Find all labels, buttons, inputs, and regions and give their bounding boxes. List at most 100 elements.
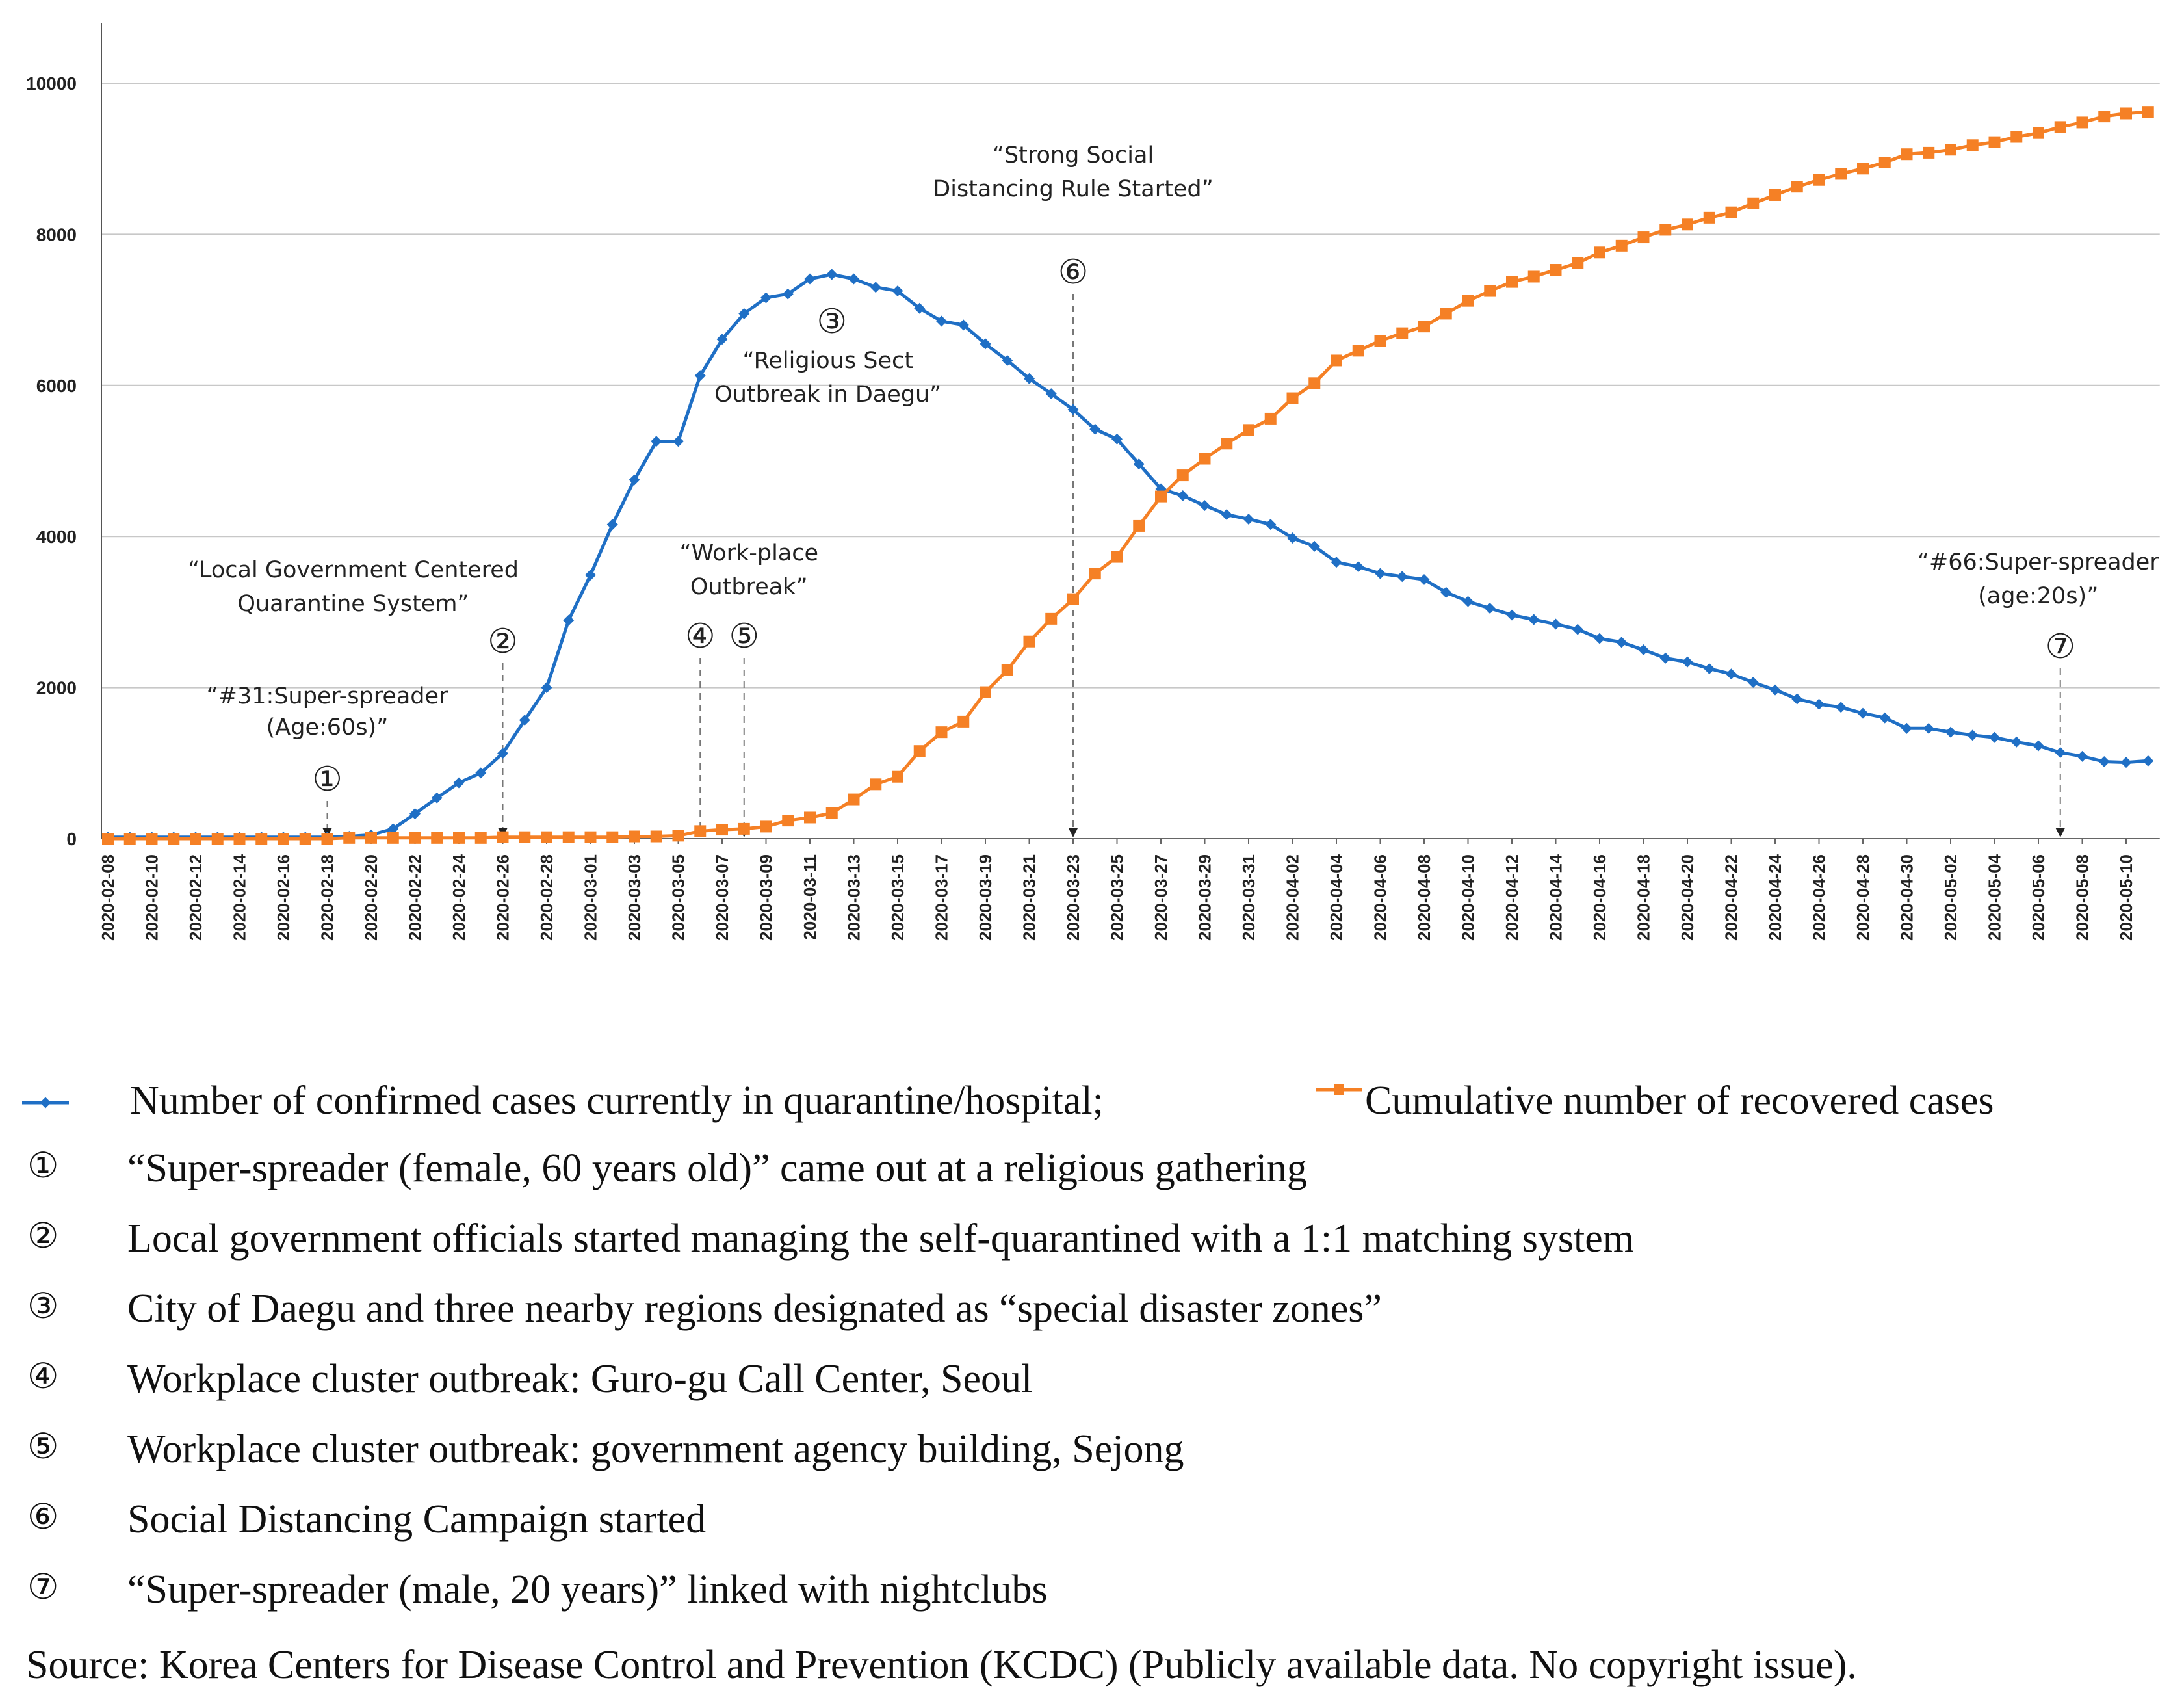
series-1-point <box>606 519 618 531</box>
series-2-point <box>2076 116 2088 129</box>
series-1-point <box>1704 663 1715 675</box>
series-1-point <box>1375 568 1386 579</box>
series-1-point <box>1682 656 1693 668</box>
x-tick-label: 2020-05-02 <box>1941 854 1960 941</box>
series-2-point <box>1923 146 1935 159</box>
series-2-point <box>1725 206 1737 218</box>
x-tick-label: 2020-04-16 <box>1590 854 1609 941</box>
series-2-point <box>1221 438 1233 450</box>
y-tick-label: 4000 <box>36 527 77 547</box>
series-1-point <box>716 334 728 345</box>
series-2-point <box>716 824 728 836</box>
series-2-point <box>1111 551 1123 563</box>
series-2-point <box>102 833 114 845</box>
series-1-point <box>2120 757 2132 768</box>
series-1-point <box>1177 490 1189 501</box>
series-1-point <box>1484 603 1496 614</box>
series-1-point <box>629 474 640 486</box>
legend-item-marker: ① <box>27 1145 59 1186</box>
series-1-point <box>673 436 684 447</box>
series-2-label: Cumulative number of recovered cases <box>1365 1079 1994 1123</box>
series-1-line <box>108 272 2148 839</box>
x-tick-label: 2020-03-09 <box>757 854 776 941</box>
x-tick-label: 2020-03-13 <box>844 854 864 941</box>
x-tick-label: 2020-04-22 <box>1722 854 1741 941</box>
series-1-point <box>980 338 991 350</box>
series-2-point <box>848 793 860 806</box>
legend-item: ④ Workplace cluster outbreak: Guro-gu Cal… <box>20 1359 2164 1411</box>
event-label: Quarantine System” <box>237 591 469 617</box>
series-2-point <box>343 832 356 844</box>
event-label: “Strong Social <box>993 142 1154 168</box>
series-1-point <box>387 823 399 835</box>
x-tick-label: 2020-03-17 <box>932 854 952 941</box>
series-2-point <box>1155 490 1167 503</box>
series-2-point <box>1703 211 1715 224</box>
x-tick-label: 2020-03-25 <box>1108 854 1127 941</box>
series-1-point <box>1594 633 1606 644</box>
series-2-point <box>1988 136 2001 148</box>
series-2-point <box>606 831 619 843</box>
series-2-point <box>409 832 421 844</box>
series-2-point <box>2054 121 2066 133</box>
series-2-point <box>431 832 443 844</box>
series-2-point <box>629 830 640 843</box>
series-1-point <box>1747 676 1759 688</box>
series-1-point <box>1045 388 1057 400</box>
series-1-point <box>1308 540 1320 552</box>
series-1-point <box>1067 404 1079 415</box>
x-tick-label: 2020-03-03 <box>625 854 644 941</box>
series-2-point <box>760 820 772 833</box>
series-1-point <box>1550 618 1561 630</box>
x-tick-label: 2020-04-14 <box>1546 854 1566 941</box>
series-2-point <box>1308 377 1321 389</box>
series-2-point <box>474 832 487 844</box>
series-1-point <box>1331 557 1342 568</box>
event-arrow <box>2055 828 2065 837</box>
legend-item: ③ City of Daegu and three nearby regions … <box>20 1289 2164 1341</box>
series-1-point <box>2142 755 2154 767</box>
series-2-point <box>519 831 531 843</box>
event-markers: ① “#31:Super-spreader (Age:60s)” ② “Local Go… <box>188 142 2159 837</box>
x-tick-label: 2020-04-20 <box>1678 854 1697 941</box>
x-tick-label: 2020-03-29 <box>1195 854 1215 941</box>
x-tick-label: 2020-04-26 <box>1810 854 1829 941</box>
x-tick-label: 2020-02-10 <box>142 854 162 941</box>
series-1-point <box>1814 698 1825 710</box>
series-2-point <box>980 686 991 698</box>
series-1-point <box>1923 722 1934 734</box>
series-1-point <box>1659 652 1671 664</box>
series-2-point <box>124 833 136 845</box>
series-2-point <box>1089 568 1101 580</box>
series-2-point <box>782 815 794 827</box>
x-tick-label: 2020-02-16 <box>274 854 293 941</box>
legend-item-text: “Super-spreader (female, 60 years old)” … <box>127 1146 1307 1190</box>
series-2-point <box>1506 276 1518 288</box>
series-2-point <box>1462 295 1474 307</box>
legend-item: ① “Super-spreader (female, 60 years old)”… <box>20 1148 2164 1200</box>
series-2-point <box>2098 111 2111 123</box>
series-2-point <box>1966 139 1979 151</box>
legend-item-text: Workplace cluster outbreak: Guro-gu Call… <box>127 1357 1033 1401</box>
x-tick-label: 2020-03-11 <box>800 854 820 940</box>
event-label: (age:20s)” <box>1978 583 2098 609</box>
source-note: Source: Korea Centers for Disease Contro… <box>26 1643 1857 1687</box>
event-label: “Work-place <box>679 540 818 566</box>
series-1-point <box>870 282 881 293</box>
legend-item-text: Workplace cluster outbreak: government a… <box>127 1427 1184 1471</box>
series-1-point <box>1353 561 1364 573</box>
event-label: Distancing Rule Started” <box>933 176 1213 202</box>
series-1-point <box>1199 500 1210 512</box>
series-1-point <box>2055 747 2066 759</box>
series-legend: Number of confirmed cases currently in q… <box>20 1078 2164 1130</box>
series-2-point <box>1199 453 1211 465</box>
x-tick-label: 2020-04-28 <box>1853 854 1873 941</box>
legend-item-marker: ④ <box>27 1356 59 1397</box>
x-tick-label: 2020-05-08 <box>2073 854 2092 941</box>
series-1-point <box>1133 458 1145 470</box>
event-marker: ⑤ <box>729 617 759 656</box>
series-2-point <box>1813 174 1825 186</box>
y-tick-label: 2000 <box>36 678 77 698</box>
series-2-swatch <box>1316 1084 1362 1095</box>
series-2-point <box>278 833 289 845</box>
